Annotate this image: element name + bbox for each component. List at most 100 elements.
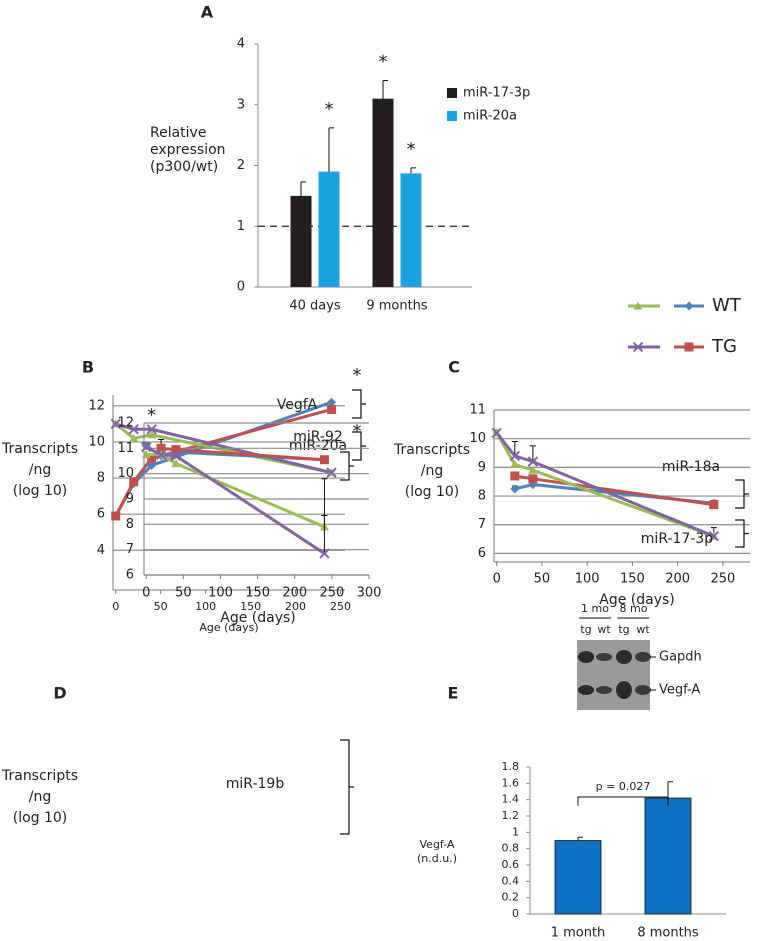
band-label: Vegf-A [659,683,700,698]
marker [491,427,502,439]
y-axis-label: Vegf-A [420,838,455,851]
series-line [146,453,326,529]
marker [319,548,330,559]
legend-label: WT [712,295,742,316]
x-axis-label: Age (days) [220,610,296,626]
marker [509,450,521,462]
panel-label: A [201,3,214,22]
y-axis-label: (log 10) [13,810,68,826]
series-line [114,407,332,517]
marker [319,455,329,465]
marker [528,474,538,484]
series-label: VegfA [277,397,318,413]
lane-label: tg [580,623,591,636]
x-tick-label: 40 days [289,299,341,314]
bracket [340,451,354,481]
blot-band [635,652,651,662]
y-tick-label: 4 [237,37,245,52]
panel-label: B [82,358,94,377]
y-axis-label: Transcripts [393,442,470,458]
time-label: 8 mo [620,602,648,615]
y-tick-label: 11 [469,403,486,418]
marker [684,342,694,352]
bar [290,195,312,287]
panel-label: C [448,358,460,377]
comparison-bracket [577,796,669,806]
y-tick-label: 0.2 [502,891,520,904]
y-tick-label: 3 [237,97,245,112]
x-tick-label: 0 [142,586,150,601]
y-tick-label: 10 [469,431,486,446]
bar [400,173,422,287]
x-tick-label: 50 [154,600,168,613]
y-axis-label: Relative [150,125,206,141]
marker [632,341,644,353]
legend-label: miR-20a [463,109,517,124]
y-tick-label: 6 [97,507,105,522]
x-tick-label: 50 [175,586,192,601]
y-tick-label: 2 [237,158,245,173]
x-tick-label: 1 month [551,926,606,941]
x-tick-label: 250 [330,600,351,613]
blot-band [635,685,651,695]
y-tick-label: 11 [117,441,134,456]
y-tick-label: 1 [237,219,245,234]
blot-band [596,653,612,661]
y-tick-label: 4 [97,543,105,558]
blot-band [596,686,612,694]
y-tick-label: 0.8 [502,842,520,855]
series-label: miR-17-3p [641,531,714,547]
y-tick-label: 1.2 [502,809,520,822]
bar [554,840,602,915]
bar [372,98,394,287]
marker [709,500,719,510]
series-line [145,445,326,555]
x-tick-label: 0 [493,572,501,587]
significance-mark: * [353,365,362,386]
series-label: miR-20a [289,438,347,454]
y-axis-label: expression [150,142,226,158]
bar [318,171,340,287]
y-axis-label: /ng [29,789,51,805]
error-bar [667,781,673,799]
marker [146,424,157,435]
y-tick-label: 6 [126,568,134,583]
marker [110,418,121,430]
panel-label: D [53,684,66,703]
bracket [352,431,366,461]
y-tick-label: 0.4 [502,874,520,887]
lane-label: tg [618,623,629,636]
marker [155,449,167,460]
marker [128,424,139,435]
x-tick-label: 200 [665,572,690,587]
marker [326,467,337,478]
y-tick-label: 1.6 [502,776,520,789]
x-tick-label: 8 months [637,926,699,941]
legend-label: miR-17-3p [463,86,530,101]
x-tick-label: 150 [245,586,270,601]
panel-label: E [448,684,459,703]
bracket [340,739,354,835]
x-axis-label: Age (days) [199,621,258,634]
y-axis-label: (p300/wt) [150,159,218,175]
significance-mark: * [147,405,156,426]
y-axis-label: Transcripts [1,768,78,784]
blot-band [578,651,594,663]
y-tick-label: 1.4 [502,793,520,806]
marker [684,301,694,311]
error-bar [382,79,388,99]
x-tick-label: 250 [319,586,344,601]
marker [708,530,720,542]
y-tick-label: 0 [237,280,245,295]
x-tick-label: 100 [208,586,233,601]
y-tick-label: 0.6 [502,858,520,871]
y-tick-label: 12 [117,416,134,431]
error-bar [529,445,536,462]
bracket [352,389,366,419]
x-axis-label: Age (days) [599,592,675,608]
y-axis-label: (n.d.u.) [417,852,457,865]
y-tick-label: 8 [478,489,486,504]
error-bar [577,836,583,841]
marker [327,404,337,414]
y-tick-label: 0 [512,907,519,920]
